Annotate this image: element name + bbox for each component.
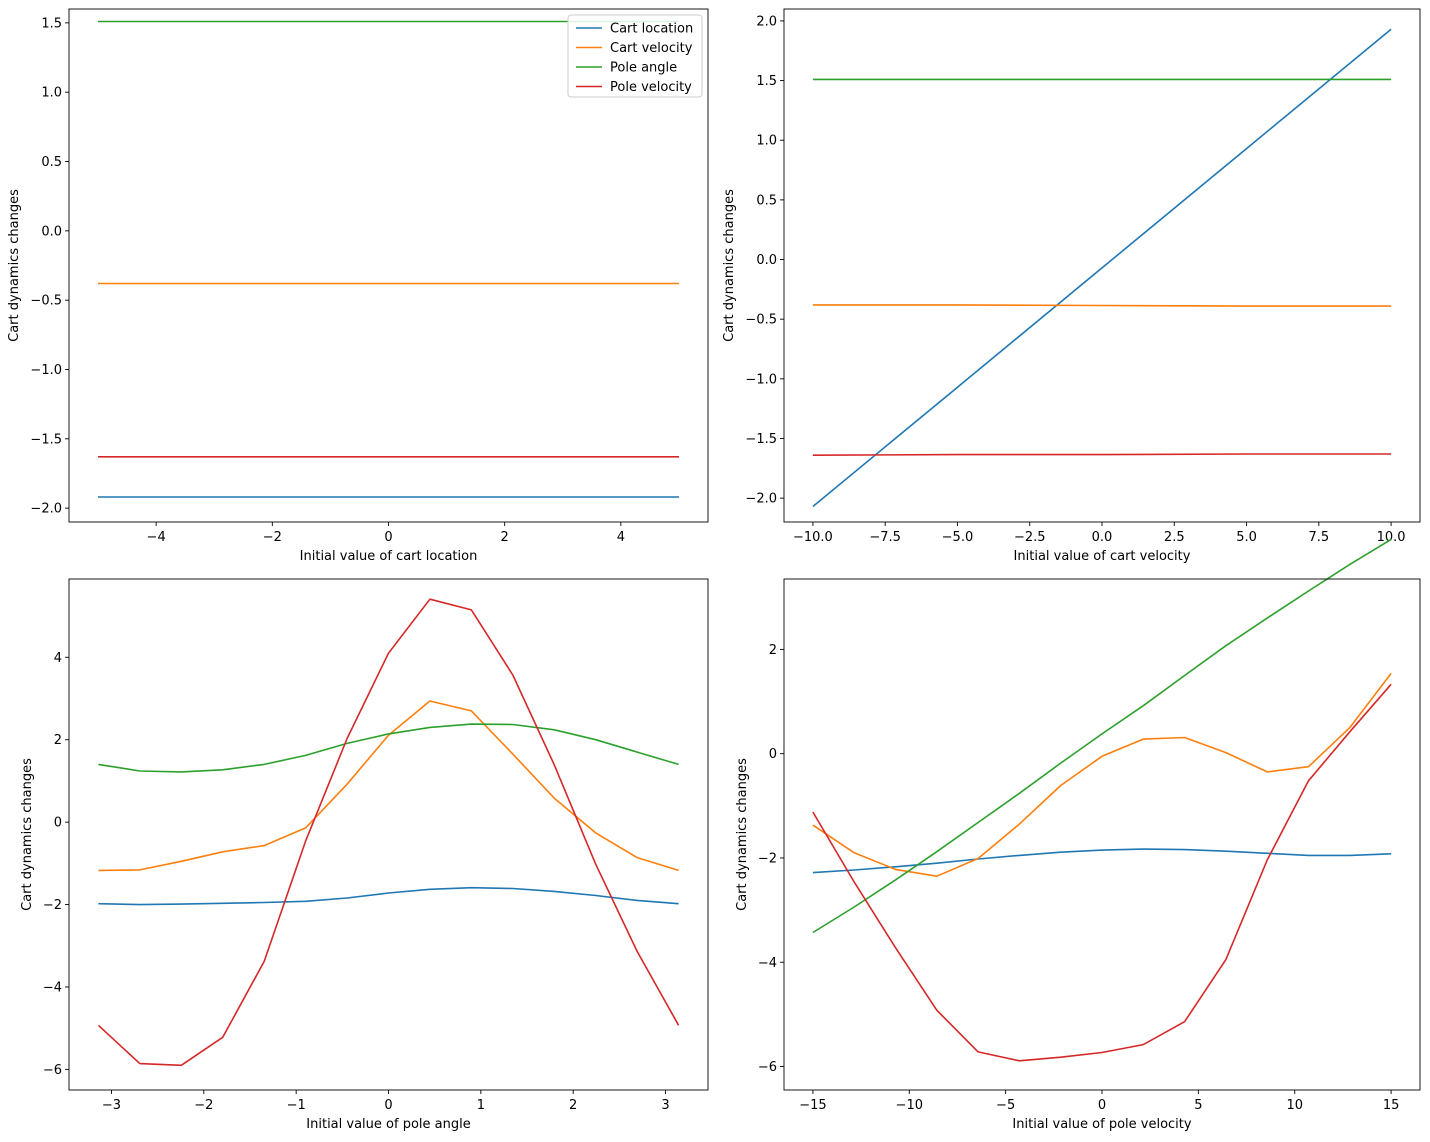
x-tick-label: −15: [799, 1098, 826, 1113]
series-line-4: [97, 598, 680, 1067]
x-tick-label: −5.0: [942, 530, 974, 545]
x-tick-label: −10.0: [793, 530, 833, 545]
y-tick-label: 1.5: [756, 74, 777, 89]
x-tick-label: 10: [1286, 1098, 1303, 1113]
x-tick-label: −3: [102, 1098, 121, 1113]
x-tick-label: 3: [661, 1098, 669, 1113]
legend-label: Pole angle: [610, 61, 677, 76]
x-tick-label: 7.5: [1308, 530, 1329, 545]
x-tick-label: −1: [287, 1098, 306, 1113]
y-tick-label: −0.5: [30, 294, 62, 309]
series-line-2: [98, 700, 679, 872]
legend: Cart location Cart velocity Pole angle Pole…: [567, 14, 703, 98]
x-tick-label: 4: [617, 530, 625, 545]
series-line-2: [812, 304, 1392, 307]
x-tick-label: −4: [147, 530, 166, 545]
series-line-2: [812, 672, 1392, 878]
y-tick-label: 0.5: [756, 193, 777, 208]
series-line-4: [812, 453, 1392, 457]
x-tick-label: 0: [1098, 1098, 1106, 1113]
y-tick-label: −1.0: [30, 363, 62, 378]
y-tick-label: −1.5: [30, 432, 62, 447]
y-axis-label: Cart dynamics changes: [7, 189, 22, 342]
legend-label: Pole velocity: [610, 80, 692, 95]
chart-3: −3 −2 −1 0 1 2 3 −6 −4 −2 0 2 4 Initial value of pole…: [20, 578, 709, 1132]
x-tick-label: 0.0: [1092, 530, 1113, 545]
legend-box: [567, 14, 703, 98]
series-line-1: [812, 848, 1392, 874]
x-tick-label: 15: [1383, 1098, 1400, 1113]
y-tick-label: 0: [54, 816, 62, 831]
y-tick-label: −6: [758, 1060, 777, 1075]
y-tick-label: 1.0: [41, 86, 62, 101]
x-tick-label: −2: [263, 530, 282, 545]
y-axis-label: Cart dynamics changes: [722, 189, 737, 342]
x-axis-label: Initial value of pole velocity: [1012, 1117, 1191, 1132]
x-tick-label: 2: [569, 1098, 577, 1113]
x-tick-label: 0: [384, 530, 392, 545]
y-tick-label: −4: [758, 956, 777, 971]
x-tick-label: 2: [501, 530, 509, 545]
legend-label: Cart location: [610, 22, 693, 37]
y-tick-label: 0.5: [41, 155, 62, 170]
x-tick-label: −2.5: [1014, 530, 1046, 545]
x-tick-label: 10.0: [1377, 530, 1406, 545]
y-tick-label: −0.5: [745, 313, 777, 328]
y-tick-label: 4: [54, 651, 62, 666]
y-tick-label: 1.0: [756, 134, 777, 149]
x-tick-label: 5.0: [1236, 530, 1257, 545]
x-tick-label: −2: [194, 1098, 213, 1113]
chart-1: −4 −2 0 2 4 −2.0 −1.5 −1.0 −0.5 0.0 0.5 1.0 1.5 Initi…: [7, 8, 709, 564]
y-tick-label: −2.0: [30, 502, 62, 517]
x-tick-label: −5: [996, 1098, 1015, 1113]
y-tick-label: −4: [43, 980, 62, 995]
x-axis-label: Initial value of pole angle: [306, 1117, 470, 1132]
chart-4: −15 −10 −5 0 5 10 15 −6 −4 −2 0 2 Initial value of p…: [735, 538, 1421, 1132]
x-tick-label: 1: [477, 1098, 485, 1113]
y-tick-label: −1.5: [745, 432, 777, 447]
x-tick-label: 5: [1194, 1098, 1202, 1113]
y-tick-label: 2: [769, 643, 777, 658]
y-tick-label: 0.0: [41, 224, 62, 239]
series-line-1: [98, 886, 679, 906]
y-tick-label: 1.5: [41, 16, 62, 31]
y-tick-label: −2.0: [745, 492, 777, 507]
series-line-4: [812, 683, 1392, 1062]
x-tick-label: −7.5: [869, 530, 901, 545]
y-axis-label: Cart dynamics changes: [20, 758, 35, 911]
x-axis-label: Initial value of cart location: [300, 549, 478, 564]
x-tick-label: −10: [896, 1098, 923, 1113]
series-line-3: [812, 538, 1392, 934]
y-tick-label: 2: [54, 733, 62, 748]
series-line-3: [98, 723, 679, 773]
y-axis-label: Cart dynamics changes: [735, 758, 750, 911]
x-tick-label: 0: [384, 1098, 392, 1113]
x-tick-label: 2.5: [1164, 530, 1185, 545]
y-tick-label: 0: [769, 747, 777, 762]
y-tick-label: −2: [758, 851, 777, 866]
y-tick-label: 0.0: [756, 253, 777, 268]
y-tick-label: −1.0: [745, 372, 777, 387]
legend-label: Cart velocity: [610, 41, 693, 56]
y-tick-label: 2.0: [756, 14, 777, 29]
y-tick-label: −6: [43, 1063, 62, 1078]
series-line-1: [812, 28, 1392, 508]
x-axis-label: Initial value of cart velocity: [1014, 549, 1191, 564]
chart-2: −10.0 −7.5 −5.0 −2.5 0.0 2.5 5.0 7.5 10.0 −2.0 −1.…: [722, 8, 1421, 564]
y-tick-label: −2: [43, 898, 62, 913]
